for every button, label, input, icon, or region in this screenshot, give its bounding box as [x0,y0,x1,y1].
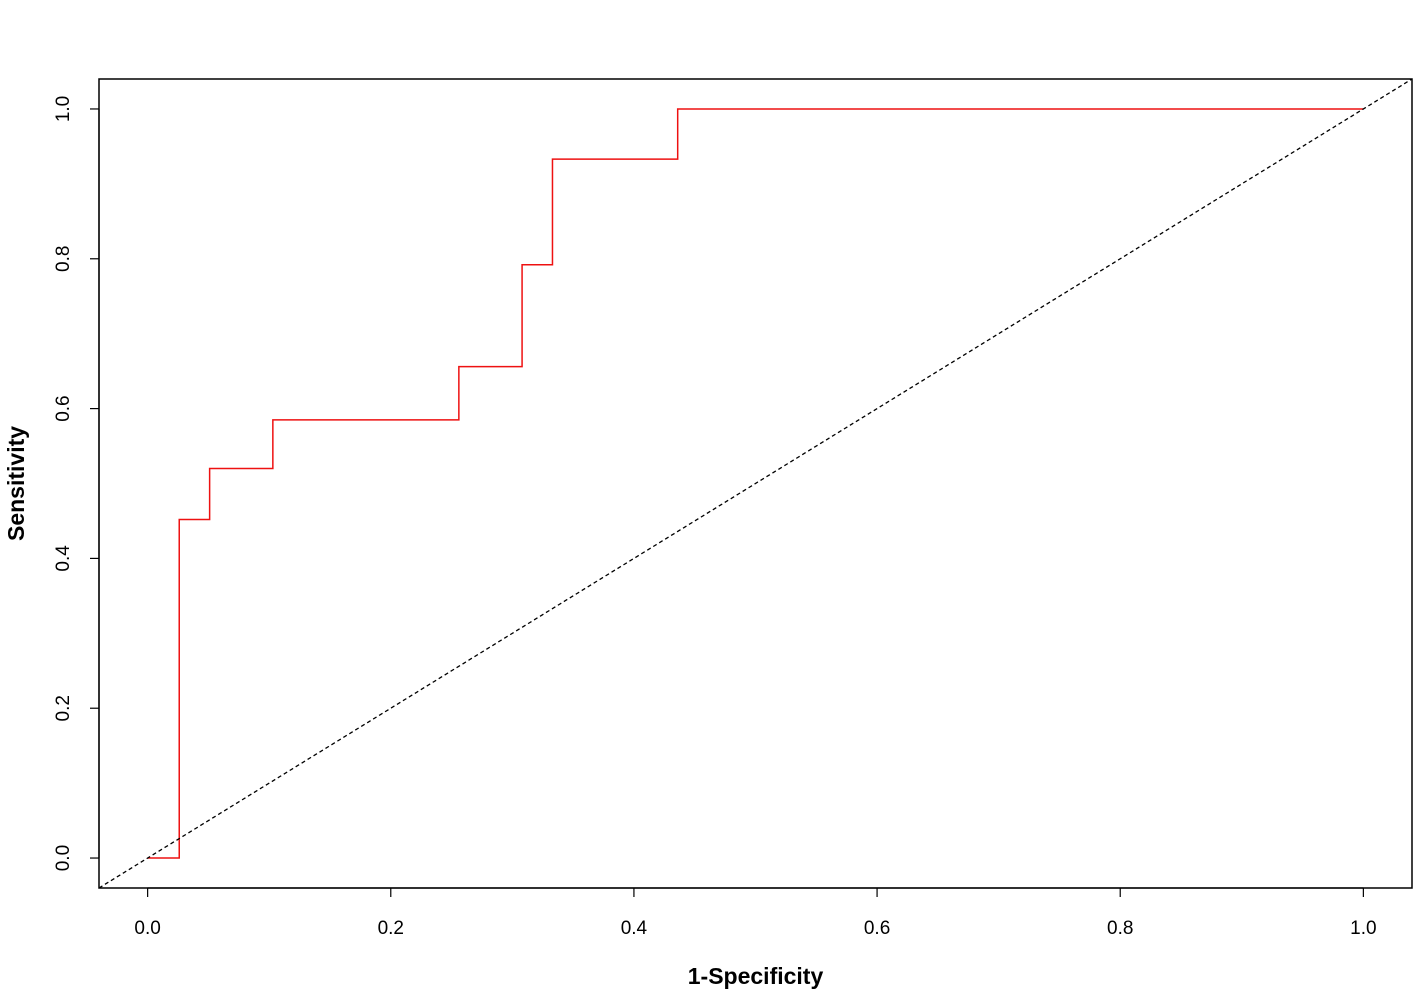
y-tick-label: 0.8 [53,246,74,272]
reference-diagonal-line [99,79,1412,888]
x-tick-label: 0.2 [378,918,404,939]
roc-curve [147,108,1364,859]
x-axis-title: 1-Specificity [688,963,824,989]
series-layer [99,79,1412,888]
y-tick-label: 0.2 [53,695,74,721]
x-tick-label: 0.8 [1107,918,1133,939]
x-tick-label: 1.0 [1350,918,1376,939]
y-axis: 0.0 0.2 0.4 0.6 0.8 1.0 [53,96,100,871]
y-tick-label: 0.0 [53,845,74,871]
y-tick-label: 0.6 [53,395,74,421]
y-axis-title: Sensitivity [3,426,29,541]
y-tick-label: 0.4 [53,545,74,572]
x-tick-label: 0.0 [134,918,160,939]
y-tick-label: 1.0 [53,96,74,122]
x-tick-label: 0.6 [864,918,890,939]
x-tick-label: 0.4 [621,918,648,939]
x-axis: 0.0 0.2 0.4 0.6 0.8 1.0 [134,887,1377,939]
